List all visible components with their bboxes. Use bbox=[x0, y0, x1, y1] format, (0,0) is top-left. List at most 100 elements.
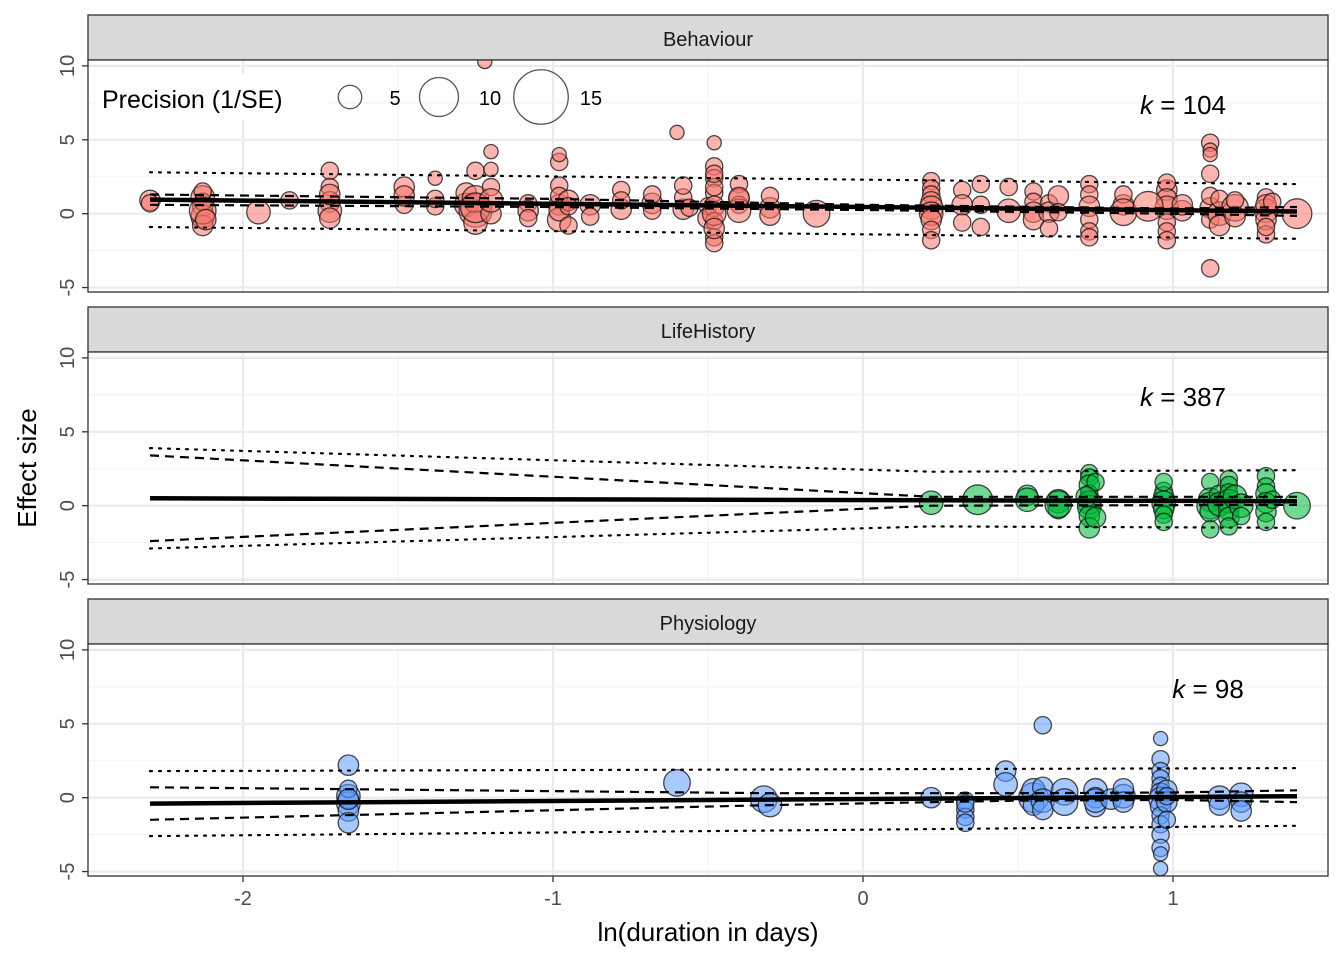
model-lines bbox=[148, 767, 1299, 838]
panel-lifehistory: LifeHistory k = 387 -5 0 5 10 bbox=[57, 306, 1329, 589]
legend-title: Precision (1/SE) bbox=[102, 86, 283, 114]
data-point bbox=[140, 194, 160, 213]
regression-line bbox=[149, 496, 1298, 504]
data-point bbox=[518, 208, 538, 228]
facet-strip-label: Physiology bbox=[660, 613, 757, 635]
data-point bbox=[1200, 164, 1220, 184]
panel-border bbox=[87, 643, 1329, 877]
data-point bbox=[483, 143, 499, 160]
prediction-interval-lower bbox=[148, 525, 1299, 550]
y-tick-label: -5 bbox=[57, 863, 79, 881]
data-point bbox=[477, 60, 493, 70]
confidence-interval-lower bbox=[149, 203, 1298, 217]
data-point bbox=[1084, 506, 1107, 529]
legend-size-label: 10 bbox=[479, 88, 501, 110]
prediction-interval-lower bbox=[148, 225, 1299, 240]
data-point bbox=[1219, 517, 1239, 536]
data-point bbox=[706, 135, 722, 151]
data-point bbox=[1152, 860, 1169, 876]
facet-strip-label: LifeHistory bbox=[661, 321, 755, 343]
data-point bbox=[483, 161, 499, 178]
y-tick-label: 10 bbox=[57, 55, 79, 77]
panel-physiology: Physiology k = 98 -5 0 5 10 bbox=[57, 598, 1329, 881]
data-point bbox=[1080, 228, 1099, 247]
y-tick-label: 10 bbox=[57, 639, 79, 661]
data-point bbox=[955, 813, 975, 833]
panel-border bbox=[87, 59, 1329, 293]
data-point bbox=[318, 207, 341, 229]
x-tick-label: 1 bbox=[1167, 888, 1178, 910]
data-point bbox=[1281, 198, 1313, 230]
data-point bbox=[427, 170, 443, 186]
data-point bbox=[1225, 191, 1245, 210]
y-tick-label: 0 bbox=[57, 208, 79, 219]
k-annotation-value: = 98 bbox=[1192, 674, 1243, 704]
data-point bbox=[1202, 146, 1218, 163]
data-point bbox=[1152, 730, 1169, 747]
data-point bbox=[466, 161, 485, 181]
data-point bbox=[669, 124, 685, 141]
y-tick-label: -5 bbox=[57, 571, 79, 589]
x-tick-label: -2 bbox=[234, 888, 252, 910]
y-tick-label: 0 bbox=[57, 792, 79, 803]
data-point bbox=[551, 146, 567, 163]
y-tick-label: 5 bbox=[57, 718, 79, 729]
facet-strip bbox=[87, 14, 1329, 61]
data-point bbox=[1044, 490, 1073, 519]
data-point bbox=[559, 216, 578, 235]
data-point bbox=[337, 811, 360, 834]
data-point bbox=[1152, 846, 1169, 862]
k-annotation-letter: k bbox=[1140, 90, 1160, 120]
data-point bbox=[952, 213, 972, 232]
k-annotation-letter: k bbox=[1140, 382, 1160, 412]
data-point bbox=[320, 161, 340, 181]
model-lines bbox=[148, 171, 1299, 240]
legend-size-key bbox=[337, 84, 363, 110]
panel-behaviour: Behaviour k = 104 -5 0 5 10 bbox=[57, 14, 1329, 296]
confidence-interval-lower bbox=[149, 798, 1298, 821]
k-annotation: k = 104 bbox=[1140, 90, 1226, 120]
k-annotation-value: = 387 bbox=[1160, 382, 1226, 412]
confidence-interval-lower bbox=[149, 503, 1298, 543]
k-annotation: k = 98 bbox=[1172, 674, 1244, 704]
precision-legend: Precision (1/SE) 5 10 15 bbox=[96, 69, 602, 125]
data-point bbox=[1256, 512, 1276, 532]
k-annotation-value: = 104 bbox=[1160, 90, 1226, 120]
facet-strip bbox=[87, 306, 1329, 353]
data-point bbox=[918, 490, 944, 516]
data-point bbox=[704, 164, 724, 184]
data-point bbox=[971, 174, 991, 194]
prediction-interval-upper bbox=[148, 767, 1299, 773]
data-point bbox=[1256, 217, 1276, 237]
x-tick-label: -1 bbox=[544, 888, 562, 910]
y-tick-label: 10 bbox=[57, 347, 79, 369]
data-point bbox=[337, 788, 360, 811]
regression-line bbox=[149, 197, 1298, 214]
grid bbox=[88, 352, 1328, 584]
panels-layer: Behaviour k = 104 -5 0 5 10 LifeHistory k = 387… bbox=[57, 14, 1329, 881]
data-point bbox=[1200, 520, 1220, 539]
data-point bbox=[1157, 230, 1177, 250]
facet-strip-label: Behaviour bbox=[663, 29, 753, 51]
legend-size-key bbox=[513, 69, 569, 125]
data-point bbox=[971, 217, 991, 237]
data-point bbox=[1132, 190, 1164, 222]
model-lines bbox=[148, 447, 1299, 550]
data-point bbox=[1200, 259, 1220, 278]
k-annotation-letter: k bbox=[1172, 674, 1192, 704]
x-tick-label: 0 bbox=[857, 888, 868, 910]
y-tick-label: 5 bbox=[57, 426, 79, 437]
data-point bbox=[194, 208, 217, 231]
prediction-interval-upper bbox=[148, 171, 1299, 186]
data-point bbox=[580, 207, 600, 226]
prediction-interval-upper bbox=[148, 447, 1299, 473]
y-axis-title: Effect size bbox=[12, 408, 42, 527]
legend-size-label: 15 bbox=[580, 88, 602, 110]
confidence-interval-upper bbox=[149, 786, 1298, 795]
y-tick-label: 0 bbox=[57, 500, 79, 511]
data-point bbox=[1033, 715, 1053, 735]
facet-strip bbox=[87, 598, 1329, 645]
data-point bbox=[1112, 791, 1135, 813]
